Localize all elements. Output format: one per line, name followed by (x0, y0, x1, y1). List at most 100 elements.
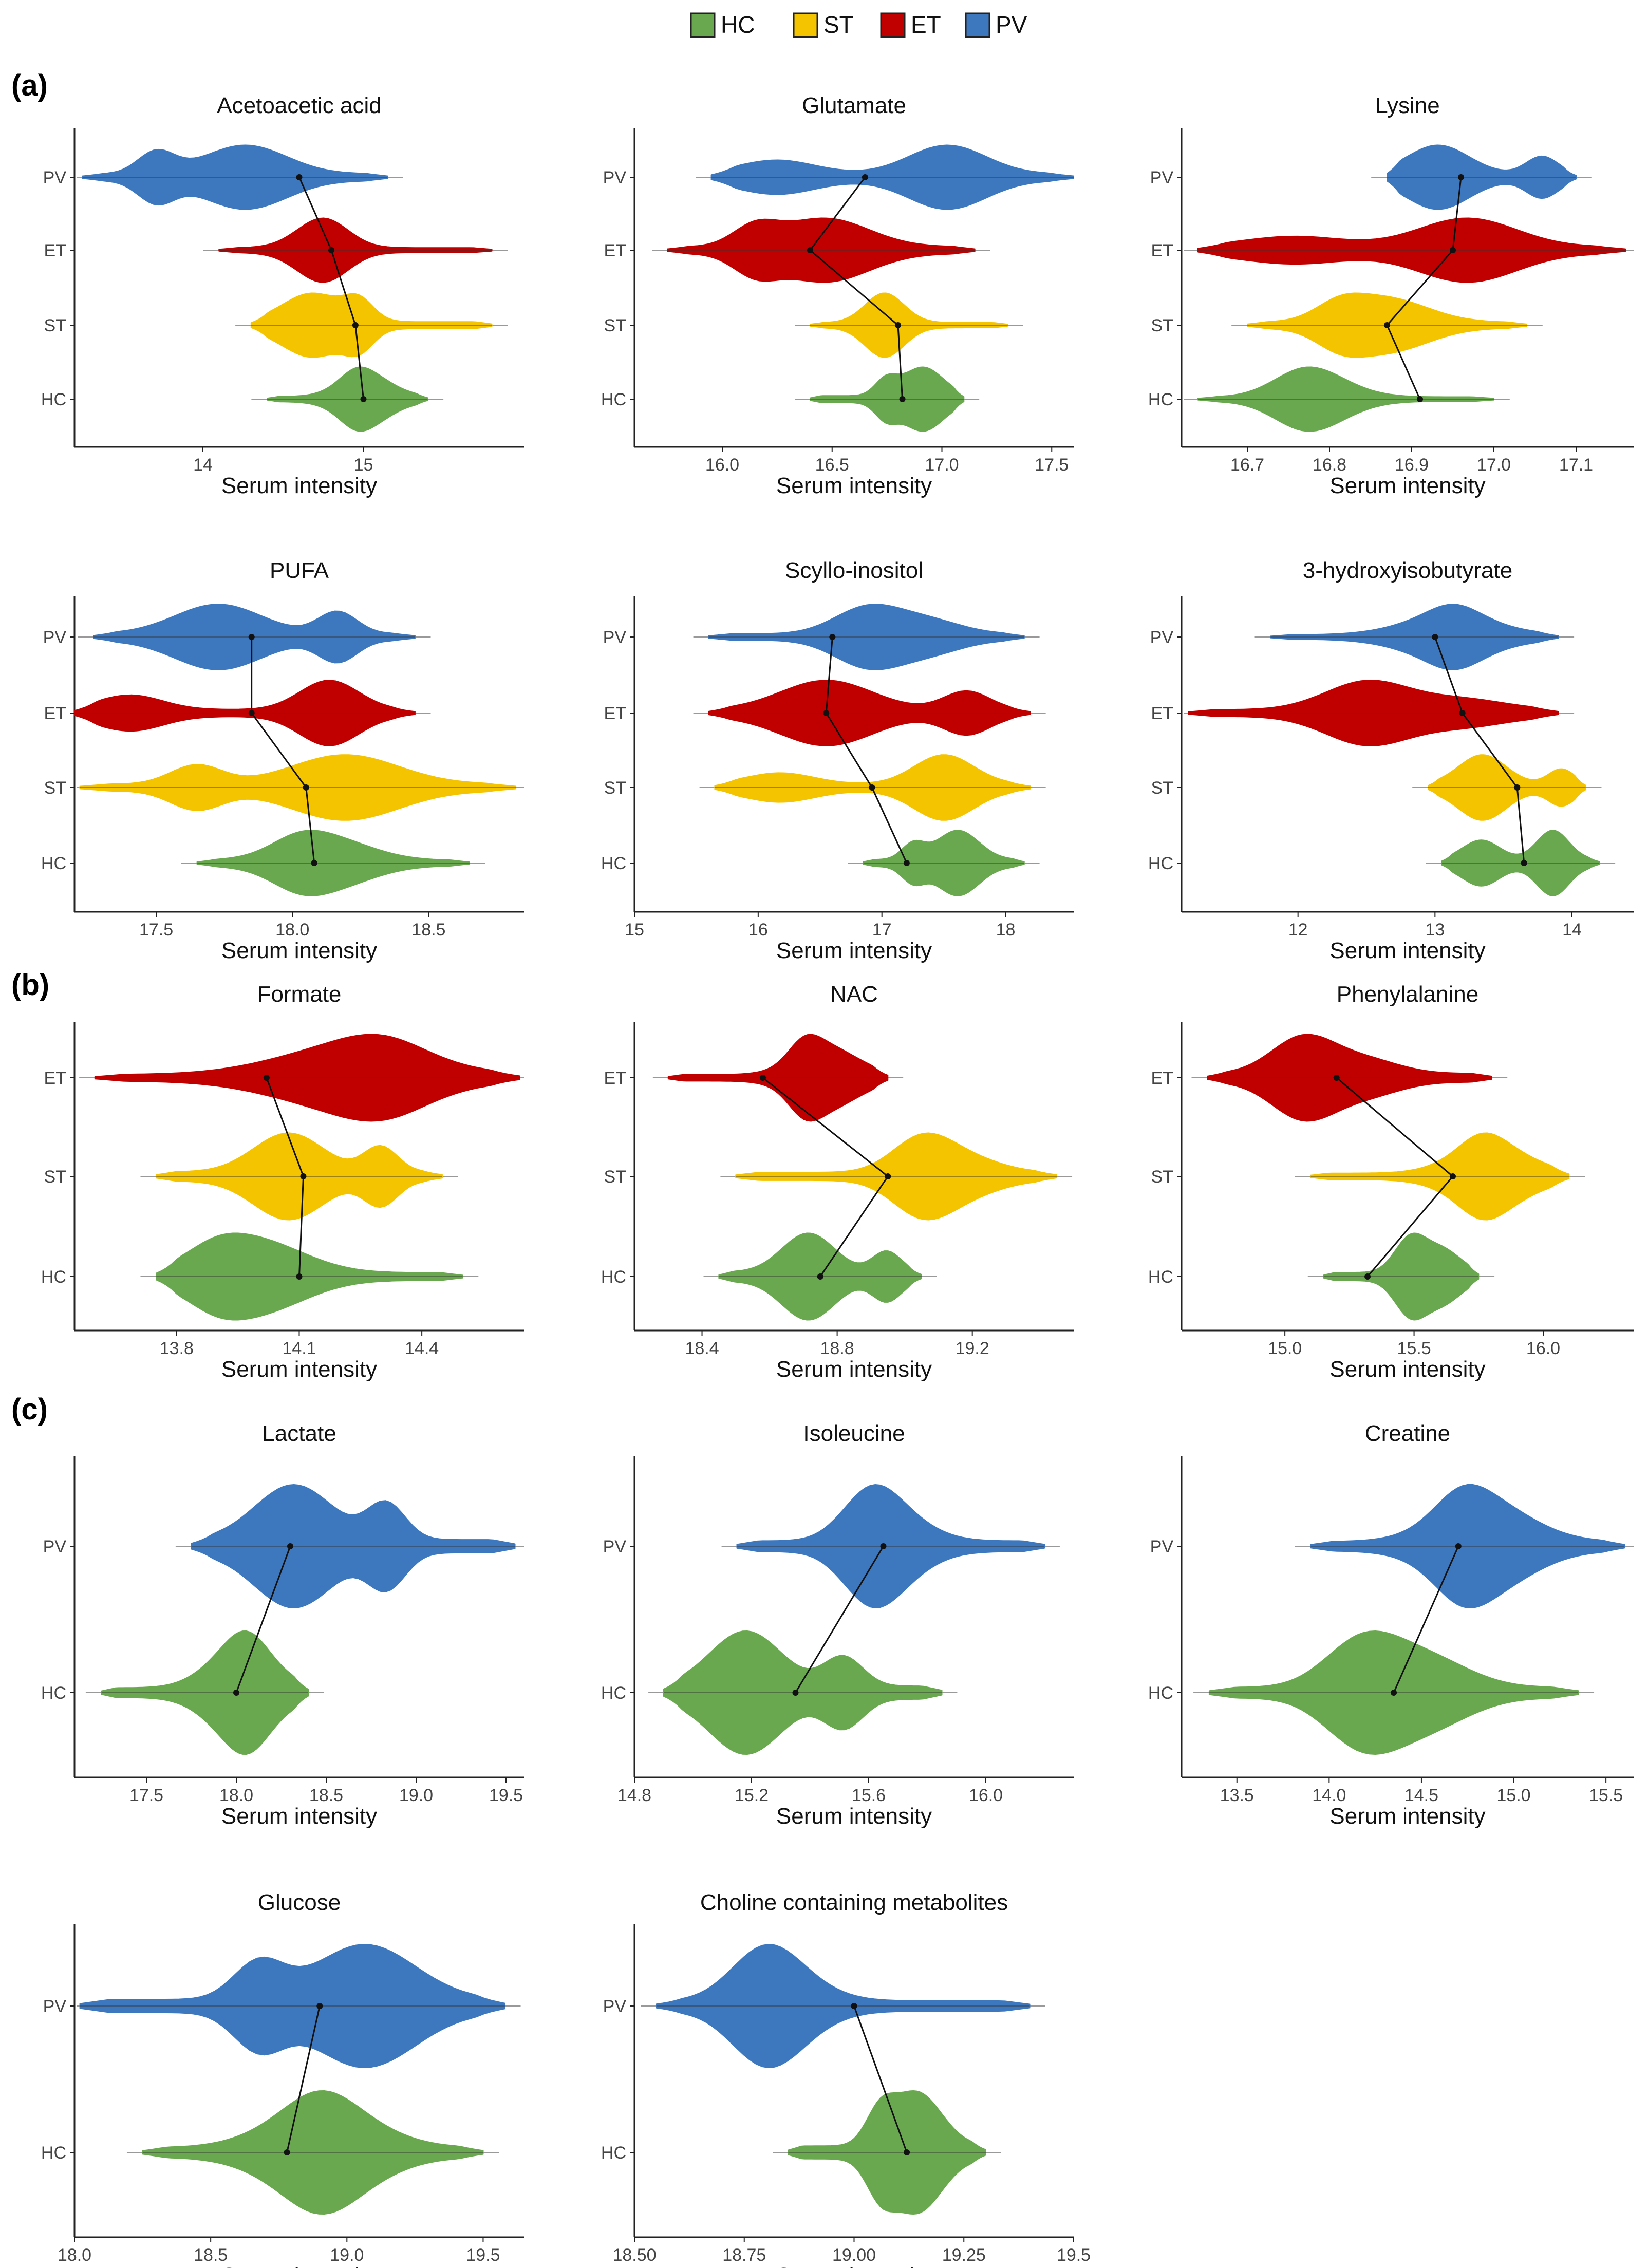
y-tick-label: ET (604, 704, 626, 723)
mean-point-st (1450, 1173, 1456, 1179)
violin-pv: PV (43, 604, 431, 670)
y-tick-label: HC (41, 1683, 66, 1703)
x-axis-label: Serum intensity (1329, 1357, 1485, 1382)
mean-point-pv (316, 2003, 323, 2009)
panel-title: Formate (257, 982, 342, 1007)
x-tick-label: 18.0 (58, 2245, 91, 2265)
mean-point-hc (233, 1690, 239, 1696)
y-tick-label: HC (601, 854, 626, 873)
mean-point-hc (792, 1690, 799, 1696)
mean-point-st (885, 1173, 891, 1179)
mean-point-et (1459, 710, 1466, 716)
violin-hc: HC (601, 366, 980, 432)
violin-et: ET (44, 217, 508, 283)
violin-st: ST (44, 754, 524, 821)
mean-point-et (759, 1075, 766, 1081)
x-tick-label: 18 (996, 920, 1016, 940)
panel-title: Glutamate (802, 93, 906, 118)
y-tick-label: HC (41, 1267, 66, 1287)
y-tick-label: PV (43, 168, 67, 188)
x-axis-label: Serum intensity (221, 2263, 377, 2268)
mean-point-pv (296, 174, 303, 180)
x-tick-label: 19.5 (1057, 2245, 1091, 2265)
mean-point-pv (829, 634, 836, 640)
y-tick-label: PV (43, 1997, 67, 2016)
mean-point-et (823, 710, 830, 716)
x-tick-label: 16.0 (705, 455, 739, 475)
violin-hc: HC (1148, 1232, 1495, 1321)
mean-connector (286, 2005, 321, 2153)
mean-point-st (895, 322, 901, 328)
x-tick-label: 17.0 (925, 455, 959, 475)
y-tick-label: HC (41, 390, 66, 409)
x-tick-label: 16.0 (1526, 1339, 1560, 1358)
x-tick-label: 18.50 (612, 2245, 656, 2265)
x-tick-label: 14 (1562, 920, 1582, 940)
section-label: (b) (11, 968, 49, 1002)
x-tick-label: 14.0 (1312, 1786, 1346, 1805)
panel-scyllo-inositol: Scyllo-inositol 15 16 17 18 Serum intensity HC… (601, 558, 1074, 963)
x-tick-label: 18.4 (685, 1339, 719, 1358)
panel-title: 3-hydroxyisobutyrate (1303, 558, 1512, 583)
violin-hc: HC (1148, 830, 1616, 896)
x-tick-label: 16.8 (1313, 455, 1346, 475)
panel-pufa: PUFA 17.5 18.0 18.5 Serum intensity HC ST ET PV (41, 558, 524, 963)
mean-point-et (248, 710, 255, 716)
violin-pv: PV (1150, 604, 1575, 670)
panel-title: Phenylalanine (1337, 982, 1478, 1007)
y-tick-label: ET (1151, 241, 1173, 260)
violin-et: ET (44, 1034, 524, 1122)
violin-pv: PV (43, 1944, 521, 2068)
mean-point-st (300, 1173, 307, 1179)
x-tick-label: 19.2 (956, 1339, 989, 1358)
violin-hc: HC (601, 1232, 937, 1321)
x-tick-label: 15.6 (852, 1786, 886, 1805)
x-axis-label: Serum intensity (776, 1804, 932, 1829)
violin-hc: HC (41, 366, 444, 432)
y-tick-label: PV (603, 628, 627, 647)
violin-st: ST (1151, 754, 1602, 821)
x-tick-label: 18.8 (820, 1339, 854, 1358)
violin-hc: HC (1148, 1630, 1595, 1755)
y-tick-label: ET (1151, 704, 1173, 723)
x-axis-label: Serum intensity (776, 473, 932, 498)
panel-title: Isoleucine (803, 1421, 905, 1446)
y-tick-label: ET (44, 1069, 66, 1088)
x-tick-label: 19.0 (330, 2245, 364, 2265)
legend-swatch (793, 12, 818, 38)
violin-et: ET (44, 680, 431, 746)
y-tick-label: PV (1150, 168, 1174, 188)
mean-point-hc (899, 396, 906, 402)
x-tick-label: 12 (1288, 920, 1308, 940)
y-tick-label: PV (43, 1537, 67, 1557)
panel-nac: NAC 18.4 18.8 19.2 Serum intensity HC ST ET (601, 982, 1074, 1382)
y-tick-label: ST (1151, 1167, 1173, 1187)
mean-point-pv (1455, 1543, 1462, 1549)
mean-point-pv (248, 634, 255, 640)
y-tick-label: HC (601, 2143, 626, 2163)
x-tick-label: 14.5 (1404, 1786, 1438, 1805)
mean-point-hc (1521, 860, 1527, 866)
y-tick-label: HC (601, 1683, 626, 1703)
violin-hc: HC (41, 2090, 499, 2215)
y-tick-label: PV (603, 1997, 627, 2016)
mean-point-st (1384, 322, 1390, 328)
mean-point-pv (862, 174, 868, 180)
mean-point-pv (851, 2003, 857, 2009)
panel-title: Lysine (1375, 93, 1440, 118)
x-tick-label: 18.0 (275, 920, 309, 940)
violin-et: ET (1151, 680, 1575, 746)
x-tick-label: 19.5 (489, 1786, 523, 1805)
violin-pv: PV (1150, 144, 1592, 210)
mean-point-hc (1364, 1273, 1371, 1280)
legend-item-pv: PV (965, 11, 1027, 38)
x-tick-label: 15.0 (1496, 1786, 1530, 1805)
y-tick-label: ST (604, 316, 626, 335)
x-axis-label: Serum intensity (1329, 1804, 1485, 1829)
y-tick-label: ET (604, 1069, 626, 1088)
y-tick-label: HC (1148, 854, 1173, 873)
violin-st: ST (1151, 1132, 1585, 1221)
violin-hc: HC (601, 2090, 1001, 2215)
